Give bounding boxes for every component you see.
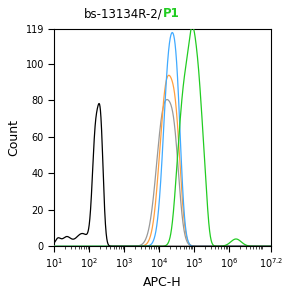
Text: bs-13134R-2/: bs-13134R-2/ xyxy=(84,7,163,20)
Text: P1: P1 xyxy=(163,7,180,20)
Y-axis label: Count: Count xyxy=(7,119,20,156)
X-axis label: APC-H: APC-H xyxy=(143,276,182,289)
